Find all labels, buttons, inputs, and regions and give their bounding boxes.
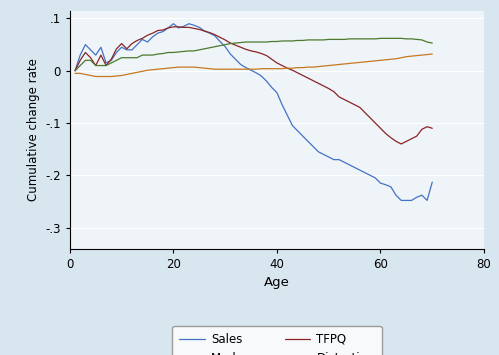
Markup [429, 41, 435, 45]
Distortion [186, 65, 192, 69]
Legend: Sales, Markup, TFPQ, Distortion: Sales, Markup, TFPQ, Distortion [172, 326, 382, 355]
Distortion [377, 58, 383, 62]
Sales [119, 45, 125, 49]
TFPQ [274, 61, 280, 65]
TFPQ [398, 142, 404, 146]
Line: TFPQ: TFPQ [75, 27, 432, 144]
TFPQ [429, 126, 435, 130]
Sales [383, 182, 389, 187]
Line: Distortion: Distortion [75, 54, 432, 77]
Line: Markup: Markup [75, 38, 432, 71]
Markup [155, 52, 161, 56]
Markup [372, 37, 378, 41]
Markup [119, 56, 125, 60]
Sales [429, 180, 435, 184]
Sales [398, 198, 404, 203]
Distortion [72, 71, 78, 76]
Distortion [383, 58, 389, 62]
Sales [228, 52, 234, 56]
X-axis label: Age: Age [264, 276, 290, 289]
Line: Sales: Sales [75, 24, 432, 201]
TFPQ [383, 131, 389, 136]
TFPQ [171, 25, 177, 29]
TFPQ [72, 69, 78, 73]
Distortion [274, 66, 280, 71]
Markup [377, 36, 383, 40]
Markup [269, 39, 275, 44]
Markup [72, 69, 78, 73]
Distortion [124, 72, 130, 77]
TFPQ [186, 25, 192, 29]
TFPQ [155, 28, 161, 33]
Markup [383, 36, 389, 40]
Sales [274, 91, 280, 95]
Sales [171, 22, 177, 26]
Distortion [429, 52, 435, 56]
Distortion [93, 75, 99, 79]
Y-axis label: Cumulative change rate: Cumulative change rate [26, 58, 39, 201]
Sales [155, 31, 161, 35]
Markup [181, 49, 187, 54]
TFPQ [119, 42, 125, 46]
Distortion [160, 66, 166, 71]
TFPQ [228, 41, 234, 45]
Sales [186, 22, 192, 26]
Sales [72, 69, 78, 73]
